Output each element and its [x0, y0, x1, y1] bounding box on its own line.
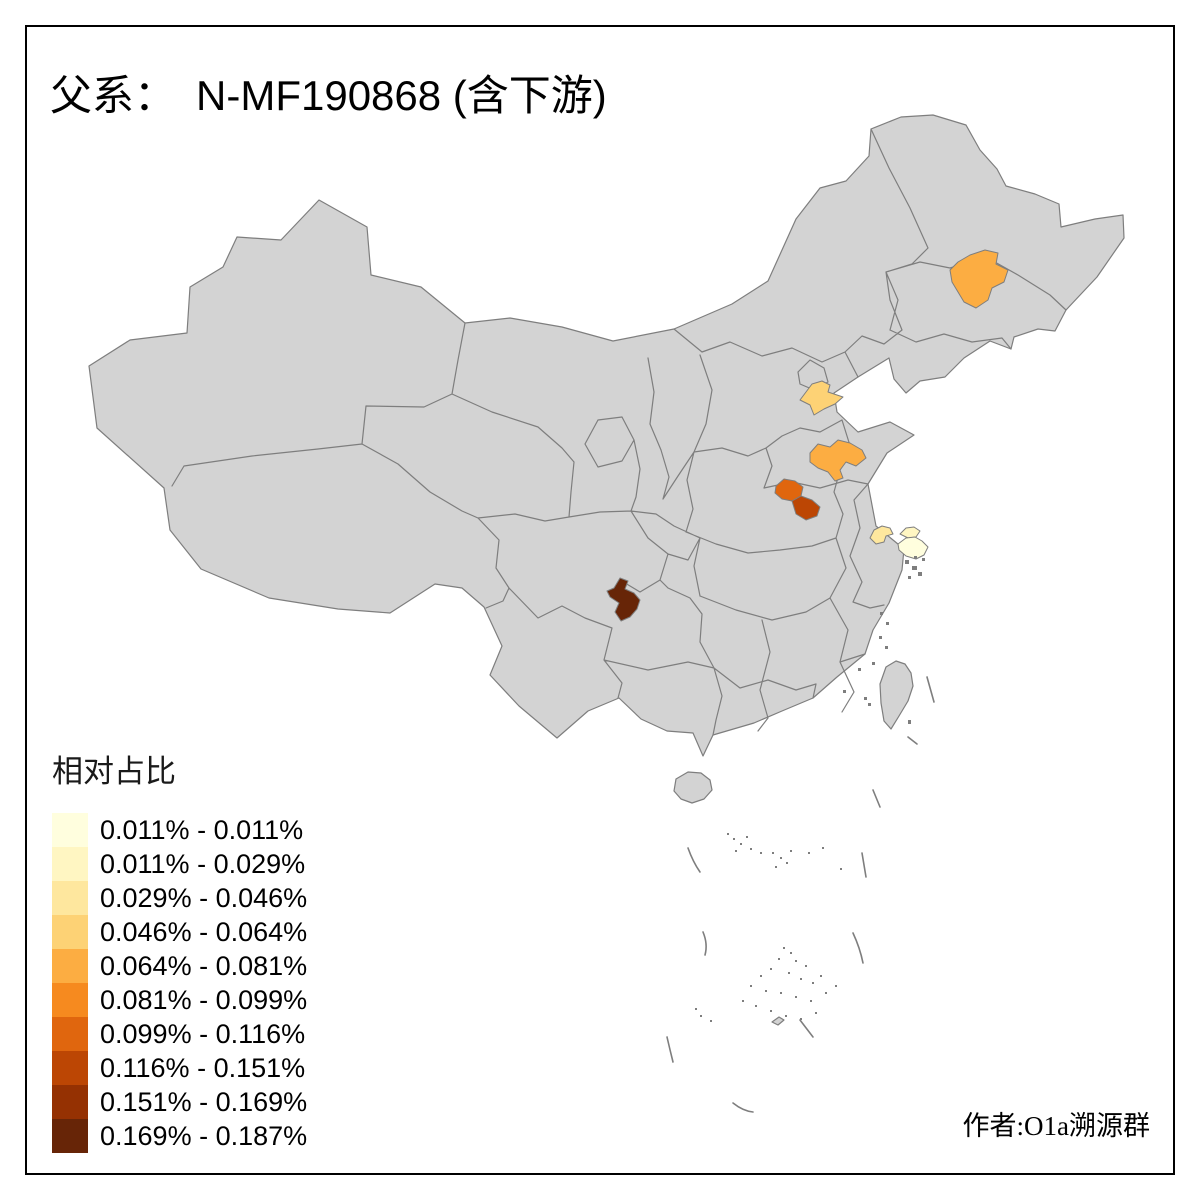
china-mainland — [88, 114, 1125, 757]
legend-label: 0.116% - 0.151% — [100, 1052, 306, 1083]
legend-row: 0.099% - 0.116% — [52, 1017, 307, 1051]
title-main: N-MF190868 (含下游) — [196, 72, 607, 119]
legend-swatch — [52, 847, 88, 881]
taiwan-island — [879, 660, 914, 730]
legend-row: 0.081% - 0.099% — [52, 983, 307, 1017]
hainan-island — [673, 771, 713, 804]
legend-swatch — [52, 813, 88, 847]
region-chongqing-guizhou — [606, 577, 641, 622]
region-jiangsu-southeast — [899, 526, 921, 539]
legend-swatch — [52, 881, 88, 915]
page-title: 父系： N-MF190868 (含下游) — [50, 62, 607, 123]
legend-label: 0.029% - 0.046% — [100, 882, 308, 913]
legend-swatch — [52, 915, 88, 949]
region-jiangsu-south — [869, 525, 894, 545]
region-henan-east-south — [791, 495, 821, 521]
legend-swatch — [52, 1051, 88, 1085]
legend-row: 0.064% - 0.081% — [52, 949, 307, 983]
legend-row: 0.116% - 0.151% — [52, 1051, 307, 1085]
legend-label: 0.011% - 0.029% — [100, 848, 306, 879]
legend-row: 0.151% - 0.169% — [52, 1085, 307, 1119]
region-shanghai — [897, 536, 929, 560]
region-jilin-central — [949, 249, 1009, 309]
coastal-islets — [843, 556, 925, 724]
legend-label: 0.064% - 0.081% — [100, 950, 308, 981]
attribution-text: 作者:O1a溯源群 — [962, 1111, 1150, 1141]
legend: 相对占比 0.011% - 0.011% 0.011% - 0.029% 0.0… — [52, 746, 307, 1153]
legend-swatch — [52, 983, 88, 1017]
legend-swatch — [52, 1085, 88, 1119]
legend-row: 0.046% - 0.064% — [52, 915, 307, 949]
legend-label: 0.081% - 0.099% — [100, 984, 308, 1015]
legend-row: 0.169% - 0.187% — [52, 1119, 307, 1153]
legend-row: 0.011% - 0.029% — [52, 847, 307, 881]
region-hebei-east — [799, 380, 844, 416]
province-borders — [171, 128, 1067, 736]
legend-label: 0.169% - 0.187% — [100, 1120, 308, 1151]
legend-label: 0.151% - 0.169% — [100, 1086, 308, 1117]
legend-row: 0.029% - 0.046% — [52, 881, 307, 915]
legend-title: 相对占比 — [52, 754, 176, 789]
legend-row: 0.011% - 0.011% — [52, 813, 307, 847]
region-shandong-west — [809, 439, 867, 482]
legend-label: 0.046% - 0.064% — [100, 916, 308, 947]
legend-swatch — [52, 949, 88, 983]
legend-label: 0.011% - 0.011% — [100, 814, 304, 845]
title-prefix: 父系： — [50, 74, 177, 120]
legend-swatch — [52, 1119, 88, 1153]
south-china-sea-islands — [666, 676, 935, 1113]
legend-label: 0.099% - 0.116% — [100, 1018, 306, 1049]
legend-swatch — [52, 1017, 88, 1051]
